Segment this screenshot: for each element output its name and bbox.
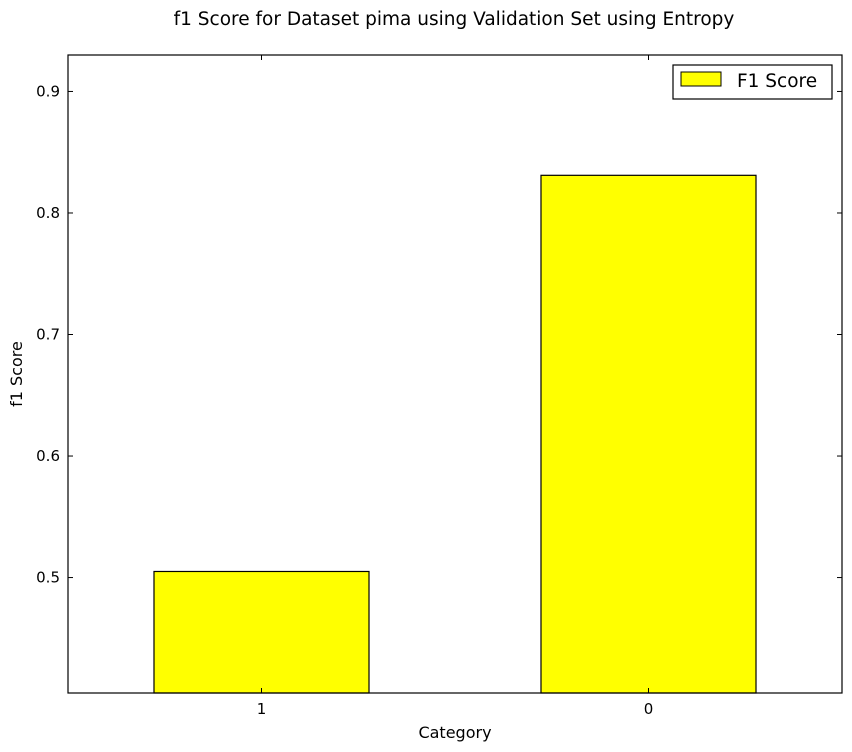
plot-frame (67, 54, 843, 694)
bars-layer (153, 174, 757, 694)
x-tick-label: 1 (257, 700, 267, 718)
legend-swatch (680, 71, 722, 87)
y-tick-label: 0.7 (36, 326, 60, 344)
y-tick-label: 0.8 (36, 204, 60, 222)
y-axis-title: f1 Score (7, 341, 26, 407)
legend: F1 Score (672, 64, 833, 100)
y-tick-label: 0.9 (36, 82, 60, 100)
x-tick-label: 0 (644, 700, 654, 718)
ticks-layer: 1 0 0.5 0.6 0.7 0.8 0.9 (36, 55, 842, 718)
y-tick-label: 0.5 (36, 569, 60, 587)
legend-label: F1 Score (737, 71, 817, 92)
y-tick-label: 0.6 (36, 447, 60, 465)
bar-0 (540, 174, 757, 694)
bar-1 (153, 570, 370, 694)
x-axis-title: Category (418, 723, 491, 742)
chart-title: f1 Score for Dataset pima using Validati… (174, 9, 735, 30)
